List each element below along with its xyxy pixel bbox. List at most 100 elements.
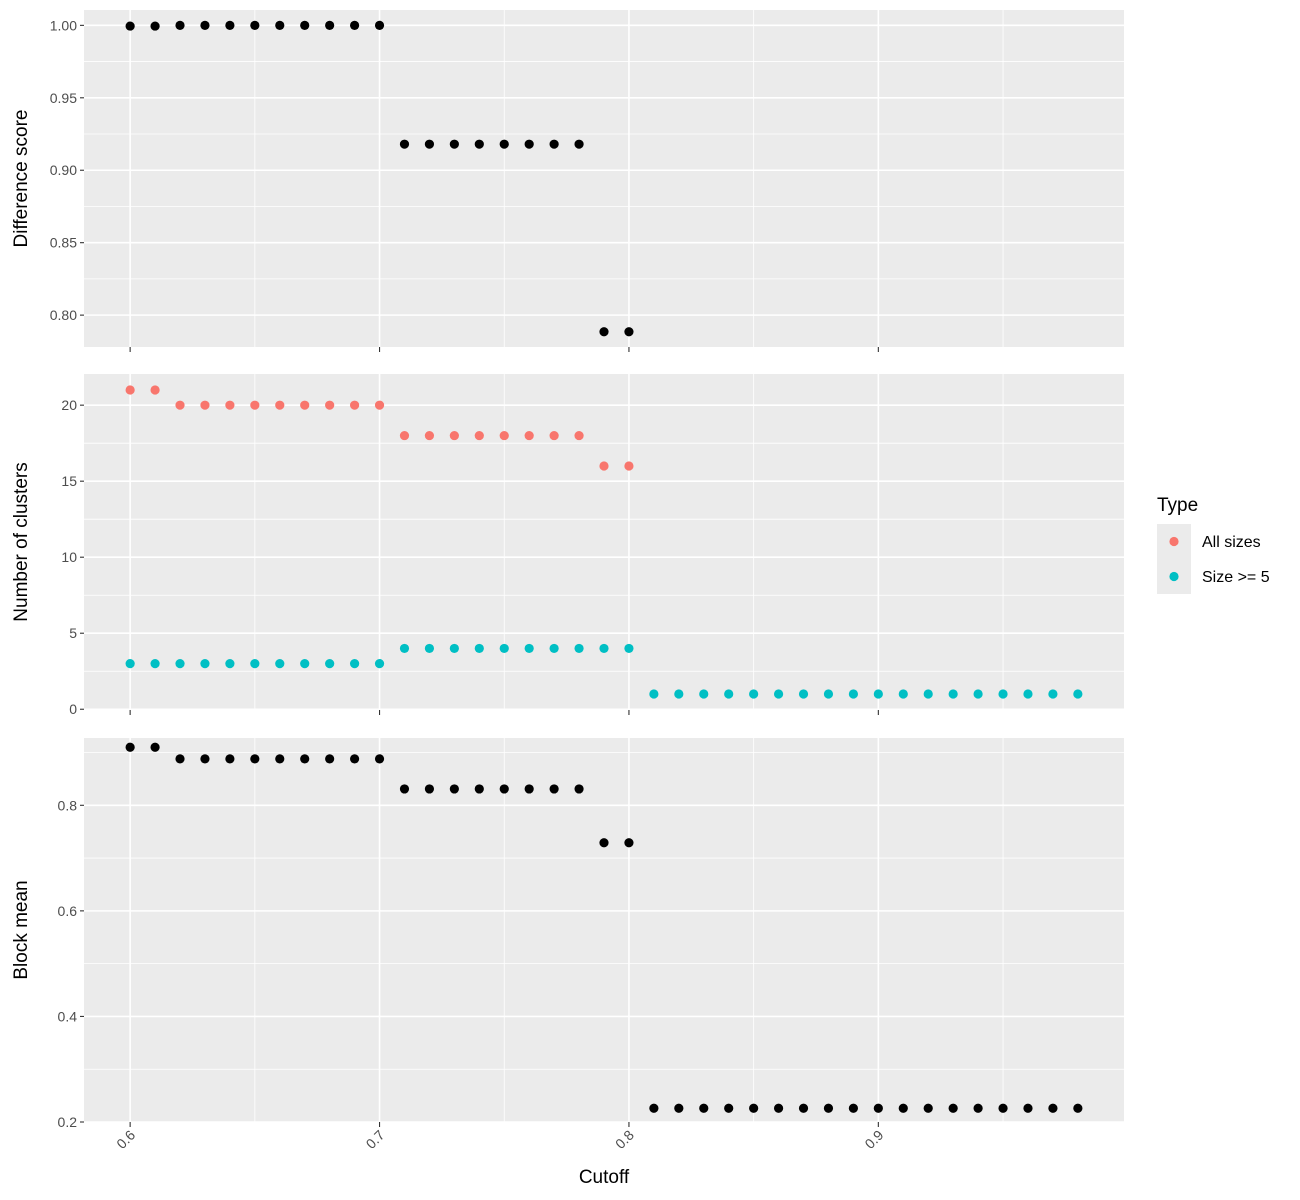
data-point — [424, 139, 435, 149]
data-point — [923, 1103, 933, 1113]
data-point — [275, 754, 285, 764]
legend-swatch — [1169, 571, 1179, 582]
data-point — [524, 430, 534, 441]
x-axis-title: Cutoff — [579, 1167, 630, 1188]
data-point — [250, 659, 260, 669]
data-point — [898, 1103, 908, 1113]
data-point — [773, 689, 784, 699]
data-point — [175, 659, 185, 669]
data-point — [399, 643, 410, 654]
panels: 0.80 0.85 0.90 0.95 1.00 Difference score 0 5 10… — [11, 10, 1124, 1130]
data-point — [250, 754, 260, 764]
data-point — [175, 20, 185, 30]
legend-label: Size >= 5 — [1202, 569, 1270, 586]
y-tick-label: 0.85 — [50, 235, 77, 251]
data-point — [474, 139, 484, 149]
y-tick-label: 20 — [61, 397, 77, 413]
data-point — [449, 139, 459, 149]
panel-block-mean: 0.2 0.4 0.6 0.8 Block mean — [11, 738, 1124, 1130]
y-axis-title: Number of clusters — [11, 462, 32, 621]
data-point — [624, 643, 634, 654]
data-point — [275, 659, 285, 669]
y-tick-label: 0.6 — [58, 903, 78, 919]
data-point — [599, 461, 609, 471]
y-tick-label: 15 — [61, 473, 77, 489]
legend-swatch — [1169, 536, 1179, 547]
y-tick-label: 10 — [61, 549, 77, 565]
y-tick-label: 5 — [69, 625, 77, 641]
data-point — [449, 430, 459, 441]
data-point — [300, 659, 310, 669]
data-point — [599, 327, 609, 337]
legend-item-all-sizes: All sizes — [1157, 524, 1261, 559]
series-all-sizes — [125, 385, 634, 471]
data-point — [499, 643, 509, 654]
data-point — [674, 1103, 684, 1113]
data-point — [749, 689, 759, 699]
data-point — [923, 689, 933, 699]
data-point — [474, 784, 484, 794]
data-point — [349, 400, 360, 410]
data-point — [574, 643, 584, 654]
data-point — [873, 689, 883, 699]
y-axis-title: Difference score — [11, 110, 32, 248]
data-point — [250, 20, 260, 30]
data-point — [125, 21, 135, 31]
data-point — [150, 742, 160, 752]
data-point — [125, 659, 135, 669]
data-point — [250, 400, 260, 410]
panel-background — [84, 738, 1124, 1122]
x-axis: 0.6 0.7 0.8 0.9 Cutoff — [113, 1127, 886, 1188]
data-point — [823, 1103, 834, 1113]
data-point — [574, 430, 584, 441]
data-point — [848, 1103, 859, 1113]
data-point — [499, 139, 509, 149]
data-point — [898, 689, 908, 699]
y-tick-label: 1.00 — [50, 17, 77, 33]
data-point — [399, 784, 410, 794]
y-tick-label: 0.95 — [50, 90, 77, 106]
data-point — [225, 754, 235, 764]
data-point — [374, 659, 385, 669]
data-point — [325, 20, 335, 30]
data-point — [1073, 689, 1083, 699]
data-point — [1048, 1103, 1058, 1113]
data-point — [998, 689, 1008, 699]
data-point — [699, 1103, 709, 1113]
data-point — [349, 20, 360, 30]
data-point — [524, 643, 534, 654]
panel-number-of-clusters: 0 5 10 15 20 Number of clusters — [11, 374, 1124, 717]
data-point — [449, 643, 459, 654]
data-point — [574, 139, 584, 149]
data-point — [873, 1103, 883, 1113]
data-point — [524, 784, 534, 794]
x-tick-label: 0.7 — [363, 1127, 388, 1152]
y-tick-label: 0.4 — [58, 1008, 78, 1024]
data-point — [449, 784, 459, 794]
x-tick-label: 0.9 — [861, 1127, 886, 1152]
data-point — [349, 754, 360, 764]
series-size-5 — [125, 643, 1083, 699]
data-point — [998, 1103, 1008, 1113]
data-point — [1023, 1103, 1033, 1113]
data-point — [549, 784, 559, 794]
data-point — [848, 689, 859, 699]
data-point — [374, 400, 385, 410]
y-tick-label: 0.8 — [58, 797, 78, 813]
data-point — [300, 20, 310, 30]
data-point — [200, 20, 210, 30]
data-point — [699, 689, 709, 699]
data-point — [948, 689, 958, 699]
data-point — [948, 1103, 958, 1113]
data-point — [200, 659, 210, 669]
data-point — [1023, 689, 1033, 699]
data-point — [150, 385, 160, 395]
panel-difference-score: 0.80 0.85 0.90 0.95 1.00 Difference score — [11, 10, 1124, 352]
data-point — [225, 659, 235, 669]
data-point — [549, 643, 559, 654]
data-point — [549, 139, 559, 149]
legend-item-size-5: Size >= 5 — [1157, 559, 1270, 594]
data-point — [798, 1103, 809, 1113]
data-point — [549, 430, 559, 441]
